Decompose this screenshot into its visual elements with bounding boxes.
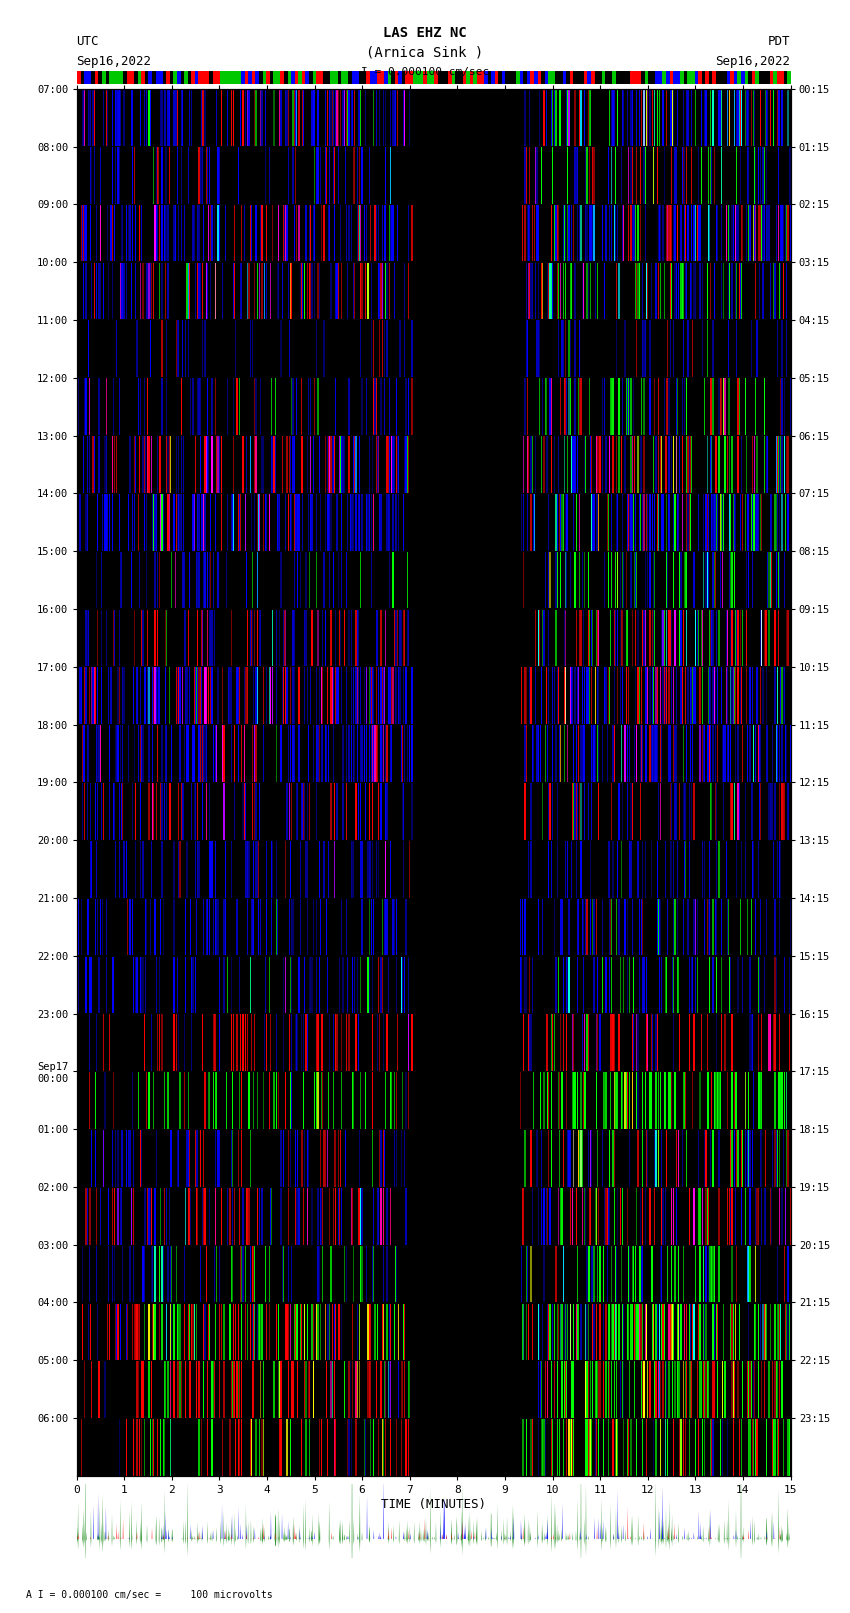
Text: A I = 0.000100 cm/sec =     100 microvolts: A I = 0.000100 cm/sec = 100 microvolts [26,1590,272,1600]
Text: PDT: PDT [768,35,790,48]
Text: (Arnica Sink ): (Arnica Sink ) [366,45,484,60]
X-axis label: TIME (MINUTES): TIME (MINUTES) [381,1498,486,1511]
Text: Sep16,2022: Sep16,2022 [716,55,790,68]
Text: LAS EHZ NC: LAS EHZ NC [383,26,467,40]
Text: I = 0.000100 cm/sec: I = 0.000100 cm/sec [361,68,489,77]
Text: UTC: UTC [76,35,99,48]
Text: Sep16,2022: Sep16,2022 [76,55,151,68]
